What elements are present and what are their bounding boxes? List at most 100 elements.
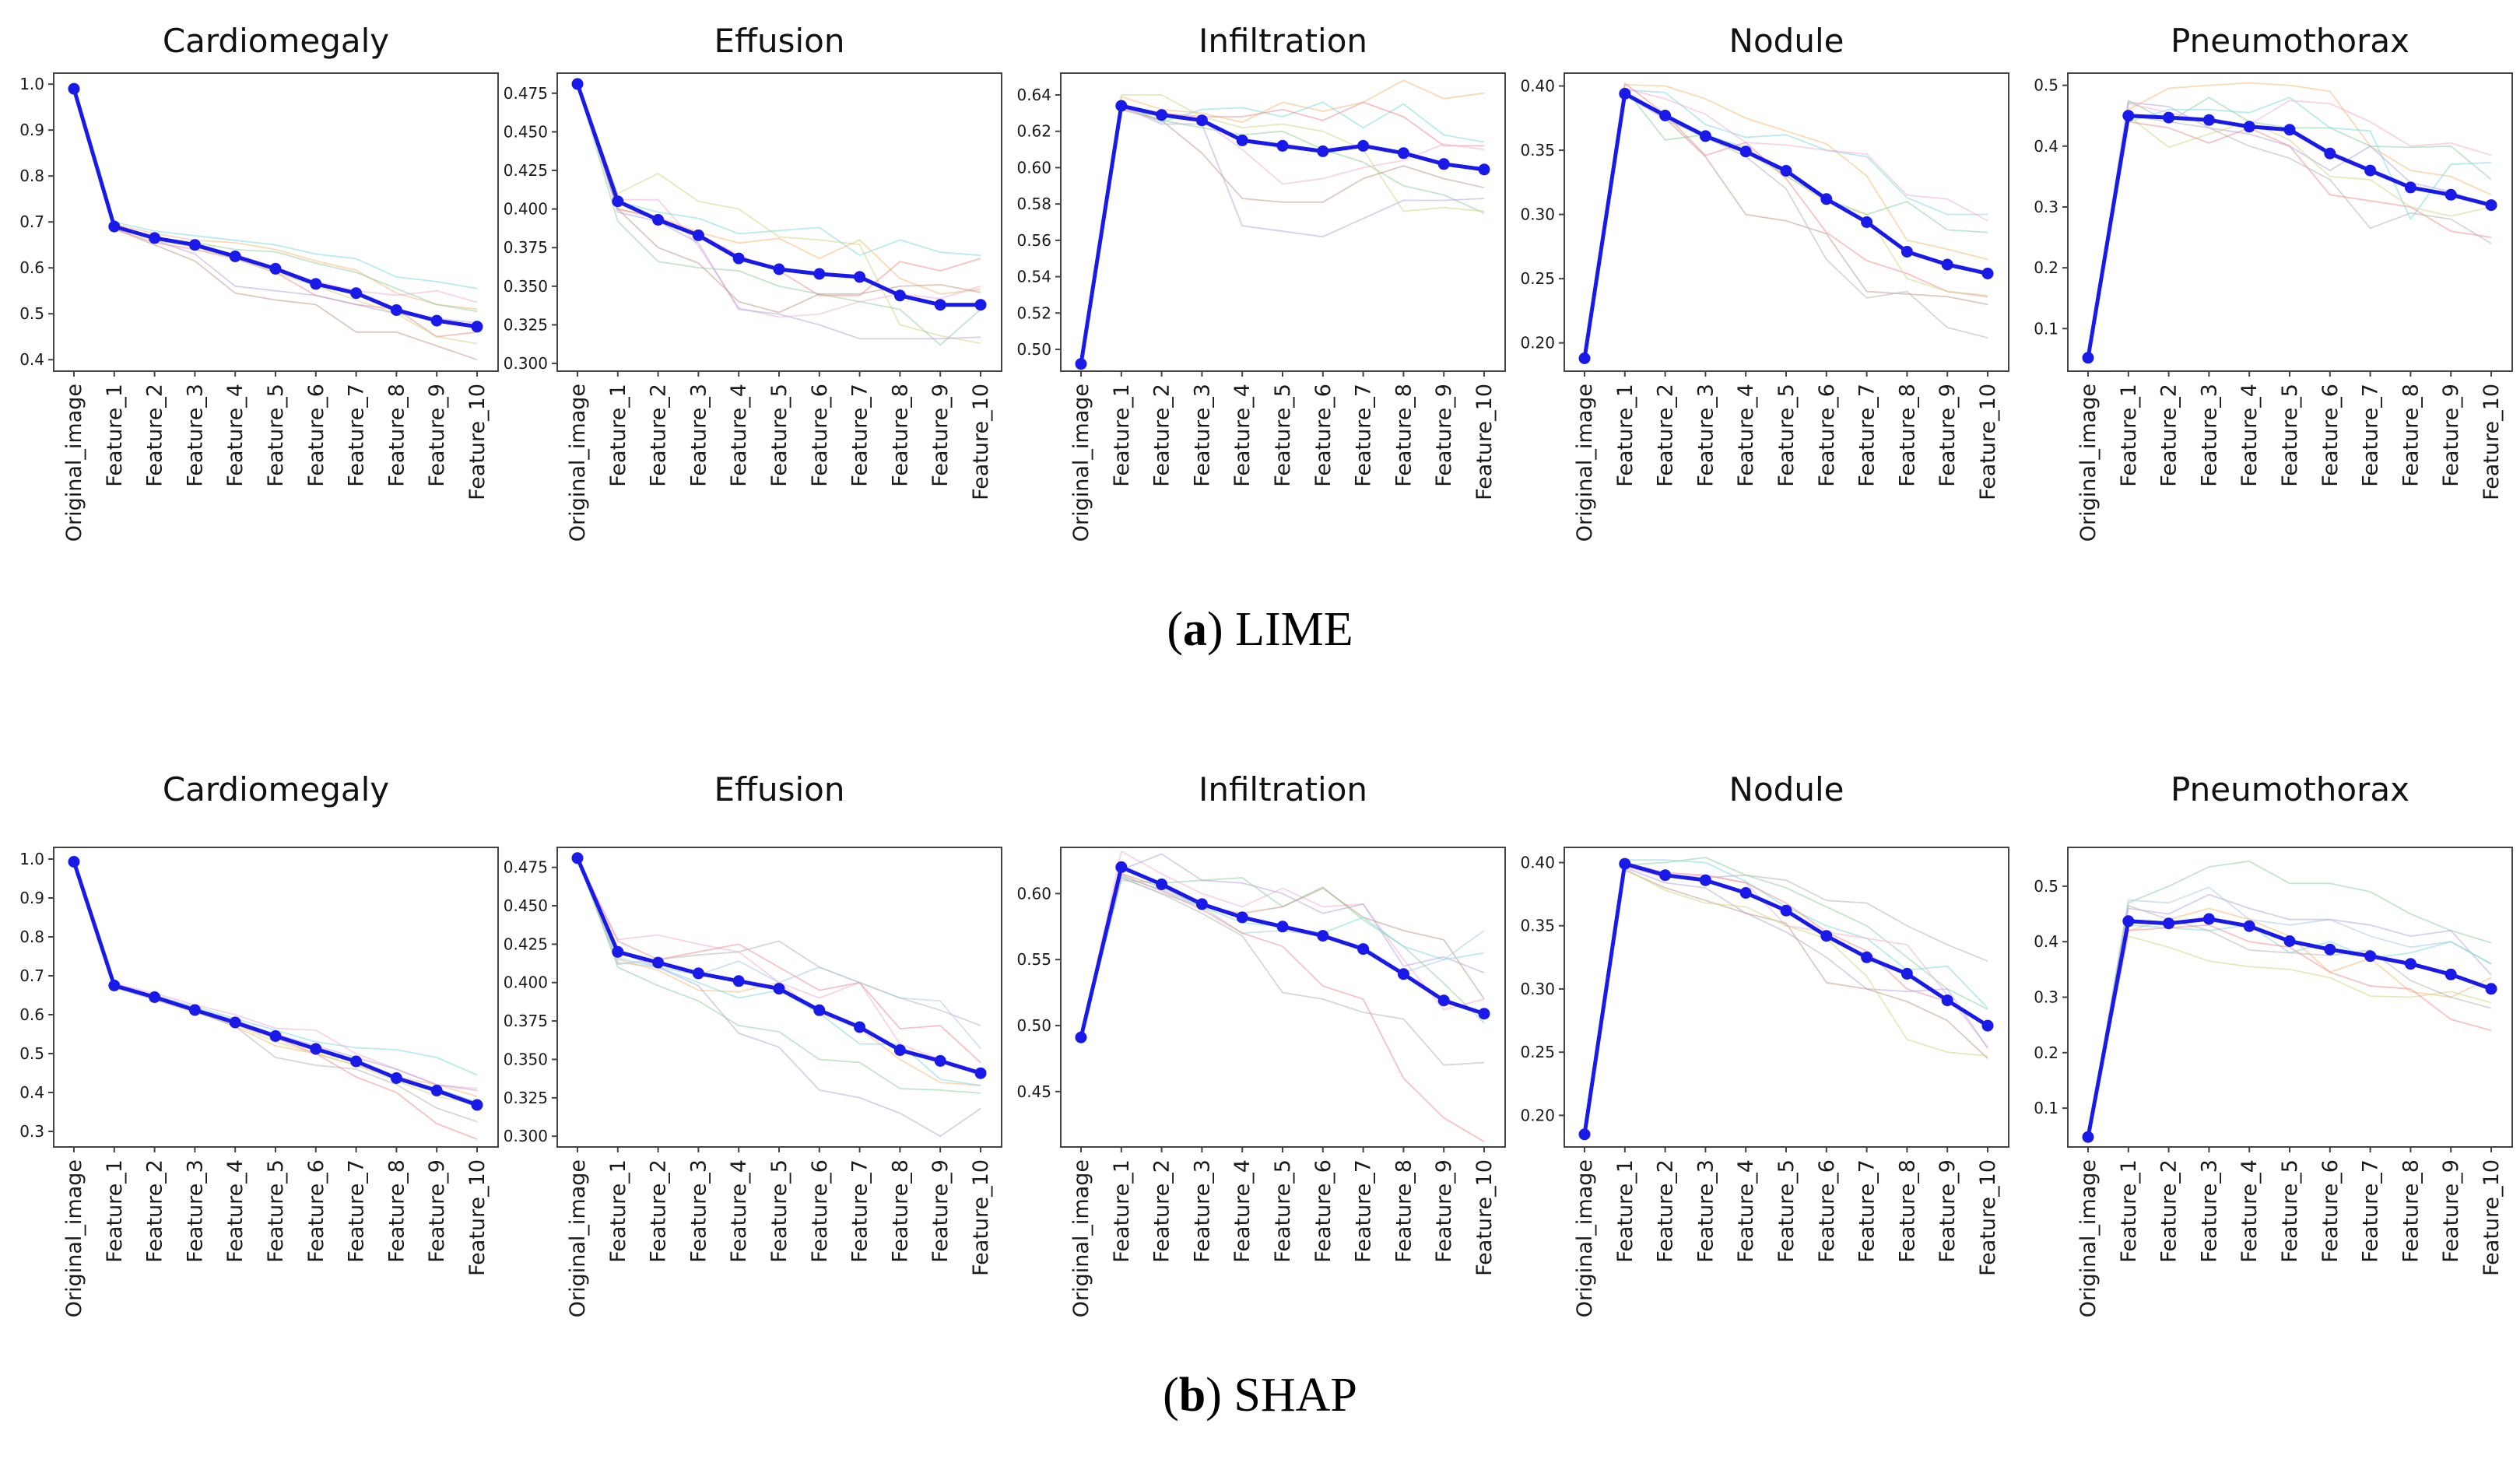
mean-point [1780, 904, 1792, 917]
ensemble-line [577, 83, 981, 314]
chart-title: Cardiomegaly [163, 770, 389, 808]
y-tick-label: 0.20 [1520, 1106, 1555, 1124]
chart-a-nodule: Nodule 0.40 0.35 0.30 0.25 0.20 Original_image… [1511, 12, 2014, 563]
x-tick-label: Feature_10 [969, 1159, 993, 1276]
mean-point [1397, 968, 1409, 980]
x-tick-label: Original_image [1573, 1159, 1597, 1317]
caption-paren-open: ( [1167, 603, 1183, 656]
mean-point [571, 78, 584, 90]
ensemble-line [1080, 79, 1485, 364]
y-tick-label: 0.62 [1016, 122, 1051, 141]
x-tick-label: Feature_1 [1613, 384, 1637, 487]
mean-point [1195, 898, 1208, 910]
y-tick-label: 0.30 [1520, 205, 1555, 224]
mean-point [2202, 114, 2215, 126]
x-tick-label: Feature_8 [2399, 384, 2423, 487]
ensemble-line [577, 83, 981, 295]
mean-point [1156, 109, 1168, 121]
mean-point [2243, 920, 2255, 932]
ensemble-line [1584, 867, 1988, 1135]
y-tick-label: 0.5 [19, 304, 44, 323]
y-tick-label: 0.4 [2034, 137, 2058, 156]
x-tick-label: Feature_7 [1352, 1159, 1376, 1263]
x-tick-label: Feature_1 [1110, 384, 1134, 487]
x-tick-label: Feature_4 [1734, 384, 1758, 487]
mean-point [934, 1054, 946, 1067]
chart-a-effusion: Effusion 0.475 0.450 0.425 0.400 0.375 0.350 0.… [504, 12, 1007, 563]
ensemble-line [577, 857, 981, 1138]
y-tick-label: 0.4 [19, 350, 44, 369]
ensemble-line [1080, 875, 1485, 1038]
y-tick-label: 0.425 [504, 161, 548, 180]
y-tick-label: 1.0 [19, 850, 44, 868]
y-tick-label: 0.54 [1016, 268, 1051, 286]
mean-point [2445, 188, 2457, 201]
mean-point [652, 956, 665, 969]
caption-letter-b: b [1178, 1369, 1206, 1422]
ensemble-line [577, 83, 981, 257]
mean-point [1075, 1031, 1087, 1043]
y-tick-label: 0.5 [2034, 877, 2058, 896]
chart-b-effusion: Effusion 0.475 0.450 0.425 0.400 0.375 0.350 0.… [504, 762, 1007, 1325]
x-tick-label: Feature_7 [848, 384, 872, 487]
chart-title: Cardiomegaly [163, 22, 389, 60]
mean-point [2324, 943, 2336, 956]
mean-line [575, 856, 983, 1075]
x-tick-label: Feature_1 [1110, 1159, 1134, 1263]
mean-point [2485, 983, 2497, 995]
x-tick-label: Feature_6 [1815, 384, 1839, 487]
chart-b-pneumothorax: Pneumothorax 0.5 0.4 0.3 0.2 0.1 Original_imag… [2014, 762, 2518, 1325]
mean-point [1317, 145, 1329, 157]
ensemble-line [2087, 96, 2492, 358]
chart-canvas: Nodule 0.40 0.35 0.30 0.25 0.20 Original_image… [1520, 770, 2009, 1317]
mean-point [68, 856, 80, 868]
shap-chart-row: Cardiomegaly 1.0 0.9 0.8 0.7 0.6 0.5 0.4 0.3 Orig… [0, 762, 2518, 1325]
x-tick-label: Feature_7 [1352, 384, 1376, 487]
y-tick-label: 0.20 [1520, 334, 1555, 352]
plot-border [1060, 72, 1506, 372]
y-tick-label: 0.1 [2034, 319, 2058, 338]
x-tick-label: Feature_5 [264, 1159, 288, 1263]
mean-point [1941, 258, 1953, 271]
y-tick-label: 0.300 [504, 1127, 548, 1145]
mean-point [350, 287, 363, 300]
x-tick-label: Feature_6 [808, 384, 832, 487]
y-tick-label: 0.2 [2034, 1043, 2058, 1062]
caption-method-shap: SHAP [1234, 1369, 1357, 1422]
chart-title: Effusion [714, 770, 845, 808]
mean-point [390, 304, 402, 316]
ensemble-line [1584, 89, 1988, 359]
x-tick-label: Feature_9 [1936, 384, 1960, 487]
x-tick-label: Feature_4 [2237, 1159, 2262, 1263]
mean-point [188, 239, 201, 251]
x-tick-label: Feature_9 [425, 384, 449, 487]
x-tick-label: Feature_4 [1230, 1159, 1255, 1263]
x-tick-label: Original_image [2076, 1159, 2101, 1317]
mean-point [1739, 887, 1752, 899]
x-tick-label: Feature_5 [1774, 384, 1799, 487]
chart-canvas: Cardiomegaly 1.0 0.9 0.8 0.7 0.6 0.5 0.4 Origina… [19, 22, 499, 542]
mean-point [652, 214, 665, 226]
x-tick-label: Feature_6 [808, 1159, 832, 1263]
ensemble-line [73, 861, 478, 1076]
ensemble-line [2087, 904, 2492, 1138]
chart-title: Effusion [714, 22, 845, 60]
caption-paren-close: ) [1206, 603, 1223, 656]
chart-a-cardiomegaly: Cardiomegaly 1.0 0.9 0.8 0.7 0.6 0.5 0.4 Origina… [0, 12, 504, 563]
y-tick-label: 0.425 [504, 935, 548, 953]
mean-point [1739, 146, 1752, 158]
ensemble-line [1080, 872, 1485, 1038]
mean-point [68, 82, 80, 95]
mean-point [310, 278, 322, 290]
x-tick-label: Feature_5 [2278, 384, 2302, 487]
x-tick-label: Feature_3 [183, 384, 207, 487]
x-tick-label: Feature_3 [1190, 1159, 1214, 1263]
x-tick-label: Feature_4 [223, 384, 247, 487]
mean-point [773, 263, 785, 275]
x-tick-label: Original_image [1069, 384, 1093, 542]
mean-point [1578, 352, 1591, 364]
x-tick-label: Feature_3 [686, 1159, 711, 1263]
mean-point [1357, 139, 1370, 152]
x-tick-label: Original_image [1573, 384, 1597, 542]
x-tick-label: Feature_1 [606, 384, 630, 487]
